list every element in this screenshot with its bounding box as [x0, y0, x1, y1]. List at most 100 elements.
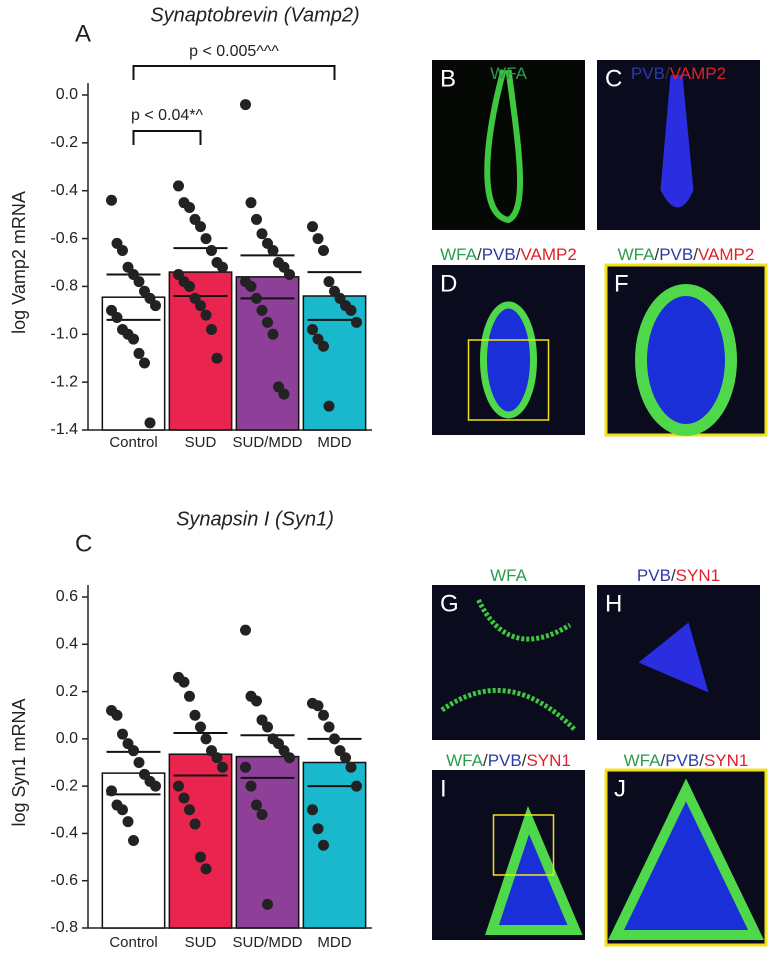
- data-point: [312, 700, 324, 712]
- caption-part: PVB: [665, 751, 699, 770]
- data-point: [318, 839, 329, 851]
- data-point: [251, 799, 262, 811]
- data-point: [284, 268, 295, 280]
- data-point: [200, 233, 212, 245]
- panel-caption: WFA/PVB/VAMP2: [440, 245, 577, 264]
- caption-part: /: [660, 751, 665, 770]
- data-point: [256, 304, 268, 316]
- data-point: [251, 695, 262, 707]
- data-point: [211, 352, 223, 364]
- stain: [480, 301, 537, 419]
- data-point: [312, 823, 324, 835]
- caption-part: /: [665, 64, 670, 83]
- data-point: [245, 280, 257, 292]
- caption-part: WFA: [440, 245, 477, 264]
- data-point: [217, 261, 228, 273]
- data-point: [111, 709, 123, 721]
- data-point: [318, 340, 329, 352]
- y-tick-label: -0.2: [50, 777, 78, 794]
- panel-caption: WFA/PVB/VAMP2: [618, 245, 755, 264]
- panel-caption: WFA: [490, 566, 527, 585]
- data-point: [318, 709, 329, 721]
- caption-part: /: [522, 751, 527, 770]
- bar: [302, 295, 367, 431]
- data-point: [256, 809, 268, 821]
- data-point: [173, 780, 184, 792]
- data-point: [345, 304, 357, 316]
- data-point: [345, 761, 357, 773]
- significance-label: p < 0.005^^^: [189, 43, 279, 60]
- data-point: [200, 733, 212, 745]
- data-point: [323, 400, 335, 412]
- data-point: [184, 201, 195, 213]
- data-point: [267, 245, 279, 257]
- micrograph: D: [432, 265, 585, 435]
- inset-box: [467, 339, 550, 421]
- data-point: [307, 324, 318, 335]
- data-point: [245, 780, 257, 792]
- data-point: [150, 300, 161, 312]
- data-point: [240, 99, 251, 111]
- data-point: [211, 752, 223, 764]
- data-point: [262, 316, 273, 328]
- micrograph: C: [597, 60, 760, 230]
- data-point: [150, 780, 161, 792]
- caption-part: WFA: [618, 245, 655, 264]
- significance-bracket: [132, 65, 336, 80]
- bar: [101, 772, 166, 929]
- caption-part: WFA: [490, 566, 527, 585]
- data-point: [340, 752, 351, 764]
- data-point: [240, 761, 251, 773]
- caption-part: WFA: [624, 751, 661, 770]
- panel-caption: PVB/SYN1: [637, 566, 720, 585]
- data-point: [329, 733, 340, 745]
- data-point: [262, 721, 273, 733]
- stain: [660, 75, 694, 208]
- y-tick-label: 0.0: [56, 86, 78, 103]
- data-point: [106, 785, 117, 797]
- panel-letter: B: [440, 65, 456, 92]
- micrograph: I: [432, 770, 585, 940]
- caption-part: /: [516, 245, 521, 264]
- caption-part: SYN1: [704, 751, 748, 770]
- data-point: [184, 690, 195, 702]
- panel-letter: D: [440, 270, 457, 297]
- x-tick-label: SUD/MDD: [233, 434, 303, 451]
- caption-part: WFA: [446, 751, 483, 770]
- data-point: [262, 898, 273, 910]
- chart-title: Synapsin I (Syn1): [176, 508, 334, 530]
- data-point: [122, 816, 134, 828]
- caption-part: PVB: [488, 751, 522, 770]
- data-point: [133, 757, 145, 768]
- data-point: [278, 388, 290, 400]
- data-point: [189, 709, 201, 721]
- stain: [608, 778, 764, 940]
- significance-label: p < 0.04*^: [131, 107, 204, 124]
- y-tick-label: -0.4: [50, 182, 78, 199]
- caption-part: VAMP2: [698, 245, 754, 264]
- x-tick-label: SUD/MDD: [233, 934, 303, 951]
- micrograph: H: [597, 585, 760, 740]
- caption-part: /: [477, 245, 482, 264]
- data-point: [200, 309, 212, 321]
- y-tick-label: -0.6: [50, 230, 78, 247]
- micrograph: J: [604, 768, 768, 947]
- panel-caption: PVB/VAMP2: [631, 64, 726, 83]
- caption-part: /: [699, 751, 704, 770]
- caption-part: VAMP2: [670, 64, 726, 83]
- caption-part: PVB: [631, 64, 665, 83]
- data-point: [117, 728, 128, 740]
- y-axis-label: log Vamp2 mRNA: [9, 191, 29, 334]
- data-point: [195, 721, 206, 733]
- caption-part: PVB: [659, 245, 693, 264]
- data-point: [323, 276, 335, 288]
- y-tick-label: 0.0: [56, 730, 78, 747]
- x-tick-label: MDD: [317, 434, 351, 451]
- data-point: [144, 417, 156, 429]
- caption-part: SYN1: [526, 751, 570, 770]
- data-point: [128, 745, 139, 757]
- bar: [168, 753, 233, 929]
- data-point: [351, 316, 362, 328]
- panel-letter: C: [605, 65, 622, 92]
